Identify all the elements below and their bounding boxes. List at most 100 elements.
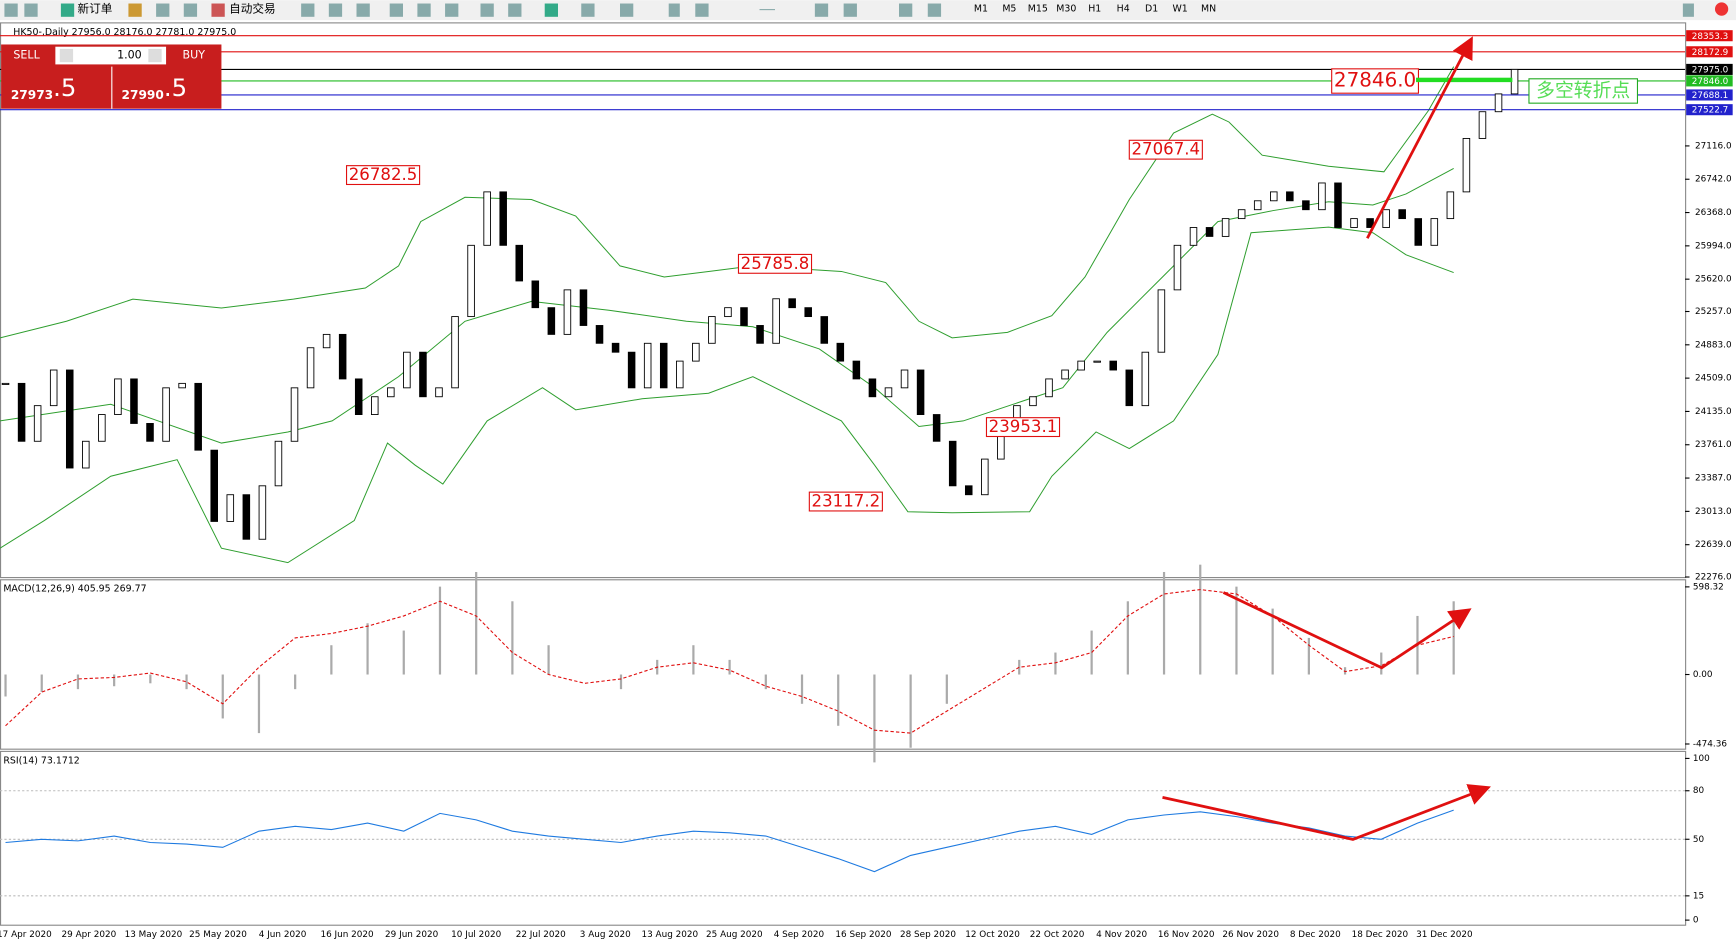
price-label: 23013.0 — [1695, 507, 1732, 517]
date-label: 12 Oct 2020 — [965, 930, 1020, 940]
rsi-label: RSI(14) 73.1712 — [3, 755, 79, 766]
date-label: 4 Jun 2020 — [259, 930, 307, 940]
macd-bar — [1452, 601, 1455, 675]
candle — [403, 351, 411, 389]
sell-button[interactable]: SELL — [13, 49, 40, 62]
macd-bar — [1162, 571, 1166, 675]
axis-label: 0 — [1693, 916, 1699, 926]
timeframe-button[interactable]: M30 — [1056, 4, 1076, 15]
timeframe-button[interactable]: D1 — [1145, 4, 1158, 15]
macd-bar — [1235, 586, 1238, 675]
candle — [1382, 209, 1390, 228]
macd-bar — [185, 674, 188, 690]
price-tag — [1686, 30, 1733, 42]
price-label: 22639.0 — [1695, 540, 1732, 550]
sell-price[interactable]: 27973 — [11, 88, 53, 102]
date-label: 28 Sep 2020 — [900, 930, 956, 940]
buy-price[interactable]: 27990 — [122, 88, 164, 102]
timeframe-button[interactable]: W1 — [1172, 4, 1187, 15]
candle — [724, 307, 732, 318]
macd-bar — [873, 674, 876, 763]
axis-label: 598.32 — [1693, 582, 1724, 592]
buy-price-frac[interactable]: .5 — [164, 73, 187, 102]
timeframe-button[interactable]: H1 — [1088, 4, 1101, 15]
candle — [659, 342, 668, 389]
lot-input[interactable]: 1.00 — [117, 49, 142, 62]
timeframe-button[interactable]: H4 — [1117, 4, 1130, 15]
candle — [1350, 218, 1358, 228]
candle — [483, 191, 491, 246]
toolbar-button[interactable]: 新订单 — [78, 2, 113, 16]
candle — [419, 351, 427, 398]
candle — [1173, 244, 1182, 291]
annotation-box — [985, 417, 1061, 438]
candle — [451, 316, 459, 389]
candle — [595, 325, 604, 344]
candle — [676, 360, 684, 389]
date-label: 31 Dec 2020 — [1416, 930, 1473, 940]
axis-label: 100 — [1693, 754, 1710, 764]
candle — [916, 369, 925, 415]
main-chart-frame — [0, 22, 1687, 579]
date-label: 17 Apr 2020 — [0, 930, 52, 940]
candle — [900, 369, 909, 389]
candle — [354, 378, 363, 415]
candle — [1061, 369, 1069, 380]
date-label: 16 Nov 2020 — [1158, 930, 1215, 940]
timeframe-button[interactable]: M1 — [974, 4, 988, 15]
macd-bar — [1343, 667, 1347, 675]
trend-arrows — [1162, 36, 1491, 841]
macd-bar — [294, 674, 297, 690]
annotation-box — [1128, 139, 1203, 160]
macd-bar — [1018, 659, 1021, 675]
candle — [1109, 360, 1117, 371]
timeframe-button[interactable]: M15 — [1028, 4, 1048, 15]
candle — [884, 387, 893, 398]
price-label: 23761.0 — [1695, 440, 1732, 450]
candle — [1125, 369, 1134, 407]
date-label: 4 Sep 2020 — [774, 930, 825, 940]
candle — [692, 342, 700, 362]
sell-price-frac[interactable]: .5 — [53, 73, 76, 102]
candle — [306, 347, 315, 389]
candle — [1462, 137, 1471, 193]
candle — [1, 382, 10, 385]
price-label: 27116.0 — [1695, 141, 1732, 151]
candle — [274, 440, 283, 487]
date-label: 4 Nov 2020 — [1096, 930, 1147, 940]
candle — [435, 387, 443, 398]
timeframe-button[interactable]: MN — [1201, 4, 1216, 15]
candle — [242, 494, 251, 540]
price-tag-label: 27975.0 — [1692, 65, 1729, 75]
candle — [1366, 218, 1374, 228]
timeframe-button[interactable]: M5 — [1002, 4, 1016, 15]
chart-header: HK50-,Daily 27956.0 28176.0 27781.0 2797… — [13, 27, 236, 38]
axis-label: 0.00 — [1693, 670, 1713, 680]
date-label: 3 Aug 2020 — [580, 930, 631, 940]
candle — [531, 280, 540, 309]
candle — [49, 369, 58, 407]
candle — [338, 333, 347, 380]
macd-bar — [402, 630, 405, 675]
date-label: 10 Jul 2020 — [451, 930, 501, 940]
candle — [579, 289, 588, 326]
price-tag — [1686, 63, 1733, 75]
candle — [1286, 191, 1294, 202]
candle — [130, 378, 138, 424]
candle — [1093, 360, 1101, 363]
candle — [178, 382, 186, 389]
price-label: 22276.0 — [1695, 573, 1732, 583]
candle — [387, 387, 395, 398]
buy-button[interactable]: BUY — [183, 49, 206, 62]
candle — [708, 316, 716, 344]
price-tag — [1686, 75, 1733, 87]
price-tag-label: 27522.7 — [1692, 106, 1729, 116]
toolbar-button[interactable]: 自动交易 — [229, 2, 275, 16]
macd-bar — [1199, 564, 1202, 675]
candle — [1270, 191, 1278, 202]
macd-bar — [330, 645, 333, 675]
macd-bar — [438, 586, 442, 675]
macd-bar — [837, 674, 840, 726]
price-label: 23387.0 — [1695, 474, 1732, 484]
